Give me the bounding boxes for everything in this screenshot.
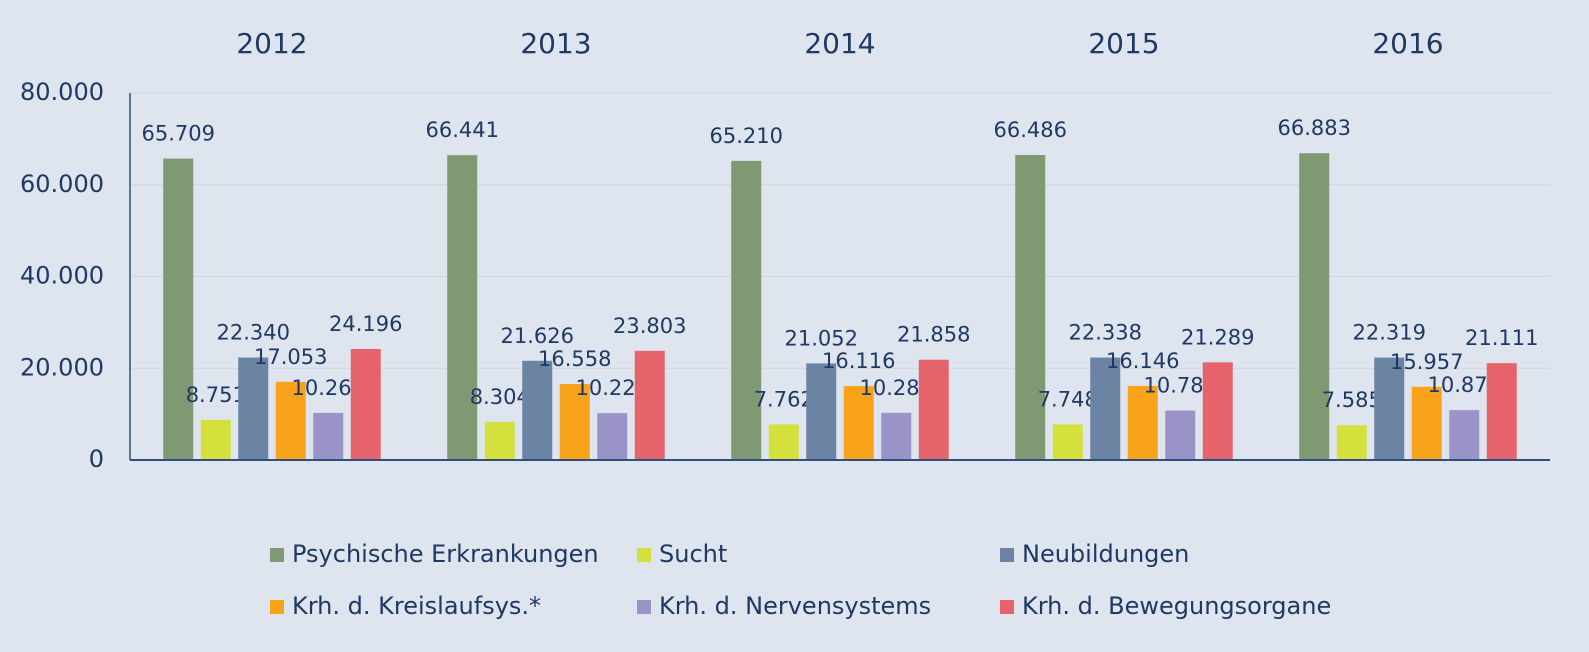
- bar: [484, 421, 515, 460]
- bar: [163, 158, 194, 460]
- legend-swatch: [270, 600, 284, 614]
- bar: [200, 419, 231, 460]
- value-label: 23.803: [613, 314, 686, 338]
- value-label: 21.111: [1465, 326, 1538, 350]
- value-label: 21.858: [897, 323, 970, 347]
- value-label: 66.441: [426, 118, 499, 142]
- legend-label: Psychische Erkrankungen: [292, 540, 599, 568]
- bar: [881, 412, 912, 460]
- category-label: 2015: [1088, 27, 1159, 60]
- bar: [559, 384, 590, 460]
- y-tick-label: 0: [89, 445, 104, 473]
- value-label: 16.116: [822, 349, 895, 373]
- legend-label: Neubildungen: [1022, 540, 1189, 568]
- legend-label: Krh. d. Kreislaufsys.*: [292, 592, 541, 620]
- legend-label: Sucht: [659, 540, 727, 568]
- legend-swatch: [1000, 548, 1014, 562]
- legend-swatch: [637, 600, 651, 614]
- bar: [731, 160, 762, 460]
- bar: [768, 424, 799, 460]
- value-label: 22.338: [1069, 321, 1142, 345]
- bar: [1052, 424, 1083, 460]
- legend-swatch: [637, 548, 651, 562]
- value-label: 66.486: [994, 118, 1067, 142]
- bar: [1015, 154, 1046, 460]
- value-label: 7.748: [1038, 387, 1098, 411]
- value-label: 7.762: [754, 387, 814, 411]
- bar: [1202, 362, 1233, 460]
- bar: [1090, 357, 1121, 460]
- value-label: 7.585: [1322, 388, 1382, 412]
- bar: [597, 413, 628, 460]
- bar: [350, 349, 381, 460]
- bar: [275, 381, 306, 460]
- bar: [1336, 425, 1367, 460]
- value-label: 16.146: [1106, 349, 1179, 373]
- category-label: 2014: [804, 27, 875, 60]
- legend-swatch: [270, 548, 284, 562]
- y-tick-label: 40.000: [20, 262, 104, 290]
- value-label: 8.751: [186, 383, 246, 407]
- bar: [238, 357, 269, 460]
- bar: [843, 386, 874, 460]
- value-label: 16.558: [538, 347, 611, 371]
- category-label: 2013: [520, 27, 591, 60]
- value-label: 17.053: [254, 345, 327, 369]
- bar: [1486, 363, 1517, 460]
- value-label: 21.052: [785, 326, 858, 350]
- value-label: 15.957: [1390, 350, 1463, 374]
- bar: [1127, 385, 1158, 460]
- y-tick-label: 20.000: [20, 353, 104, 381]
- bar: [806, 363, 837, 460]
- bar: [447, 155, 478, 461]
- value-label: 22.319: [1353, 321, 1426, 345]
- category-label: 2012: [236, 27, 307, 60]
- value-label: 65.210: [710, 124, 783, 148]
- value-label: 66.883: [1278, 116, 1351, 140]
- value-label: 21.289: [1181, 325, 1254, 349]
- value-label: 65.709: [142, 122, 215, 146]
- value-label: 24.196: [329, 312, 402, 336]
- y-tick-label: 60.000: [20, 170, 104, 198]
- legend-swatch: [1000, 600, 1014, 614]
- bar: [918, 359, 949, 460]
- bar: [313, 412, 344, 460]
- bar: [1165, 410, 1196, 460]
- bar: [1411, 386, 1442, 460]
- bar: [1449, 410, 1480, 460]
- legend-label: Krh. d. Bewegungsorgane: [1022, 592, 1331, 620]
- category-label: 2016: [1372, 27, 1443, 60]
- bar: [634, 350, 665, 460]
- bar: [1299, 153, 1330, 460]
- value-label: 8.304: [470, 385, 530, 409]
- legend-label: Krh. d. Nervensystems: [659, 592, 931, 620]
- value-label: 21.626: [501, 324, 574, 348]
- bar: [522, 360, 553, 460]
- value-label: 22.340: [217, 321, 290, 345]
- bar: [1374, 357, 1405, 460]
- y-tick-label: 80.000: [20, 78, 104, 106]
